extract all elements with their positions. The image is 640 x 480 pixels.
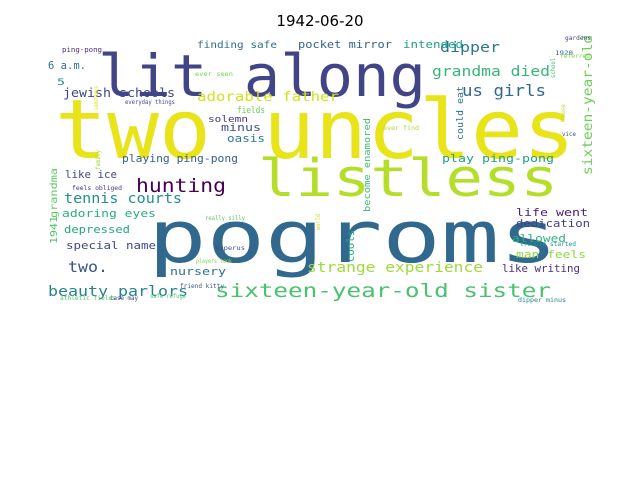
cloud-word-case-may: case may [110, 295, 138, 302]
cloud-word-friend-kitty: friend kitty [180, 283, 224, 290]
cloud-word-house: house [560, 104, 567, 122]
cloud-word-6-a-m: 6 a.m. [48, 59, 86, 72]
cloud-word-special-name: special name [66, 239, 156, 252]
cloud-word-athletic-fields: athletic fields [60, 295, 116, 302]
cloud-word-life-went: life went [516, 206, 588, 219]
chart-title: 1942-06-20 [276, 12, 364, 30]
cloud-word-minus: minus [221, 121, 261, 134]
cloud-word-jewish-schools: jewish schools [63, 86, 175, 100]
cloud-word-nursery: nursery [170, 265, 226, 278]
cloud-word-dipper-minus: dipper minus [518, 297, 566, 304]
cloud-word-strange-experience: strange experience [307, 260, 483, 276]
cloud-word-sixteen-year-old: sixteen-year-old [581, 35, 596, 175]
cloud-word-trouble-started: trouble started [520, 241, 576, 248]
cloud-word-two: two. [68, 258, 108, 276]
cloud-word-like-writing: like writing [502, 262, 580, 275]
cloud-word-lit-along: lit along [98, 42, 426, 110]
cloud-word-adoring-eyes: adoring eyes [62, 207, 156, 220]
cloud-word-gardens: gardens [565, 35, 591, 42]
cloud-word-become-enamored: become enamored [363, 118, 373, 212]
cloud-word-players-took: players took [196, 258, 232, 265]
cloud-word-everyday-things: everyday things [125, 99, 175, 106]
cloud-word-finding-safe: finding safe [197, 40, 277, 51]
cloud-word-like-ice: like ice [65, 168, 117, 181]
cloud-word-play-ping-pong: play ping-pong [442, 152, 554, 165]
cloud-word-grandma: grandma [49, 168, 60, 218]
cloud-word-5: 5 [57, 78, 65, 88]
cloud-word-man-feels: man feels [516, 248, 586, 261]
cloud-word-world: world [315, 214, 322, 230]
cloud-word-two-uncles: two uncles [55, 83, 575, 178]
cloud-word-really-silly: really silly [205, 215, 245, 222]
cloud-word-pocket-mirror: pocket mirror [298, 38, 392, 51]
cloud-word-school: school [550, 58, 557, 78]
cloud-word-allowed: allowed [512, 232, 566, 245]
cloud-word-depressed: depressed [64, 223, 130, 236]
cloud-word-intended: intended [403, 38, 463, 51]
cloud-word-hunting: hunting [136, 175, 226, 197]
cloud-word-playing-ping-pong: playing ping-pong [122, 152, 238, 165]
cloud-word-referred: referred [560, 53, 590, 60]
cloud-word-pogroms: pogroms [148, 195, 558, 279]
cloud-word-listless: listless [258, 149, 558, 209]
cloud-word-ever-find: ever find [383, 125, 419, 132]
cloud-word-grandma-died: grandma died [432, 64, 550, 80]
cloud-word-oasis: oasis [227, 132, 265, 145]
cloud-word-1941: 1941 [49, 216, 60, 244]
cloud-word-family: family [95, 150, 102, 170]
cloud-word-sometimes: sometimes [93, 86, 100, 110]
cloud-word-feels-obliged: feels obliged [72, 185, 122, 192]
cloud-word-tennis-courts: tennis courts [64, 191, 182, 207]
cloud-word-kuperus: kuperus [215, 245, 245, 252]
cloud-word-safe-refuge: safe refuge [150, 293, 186, 300]
cloud-word-cools: cools [346, 230, 357, 262]
cloud-word-1920: 1920 [555, 50, 573, 57]
cloud-word-dedication: dedication [516, 217, 590, 230]
cloud-word-sixteen-year-old-sister: sixteen-year-old sister [215, 280, 551, 302]
cloud-word-ever-seen: ever seen [195, 71, 233, 78]
cloud-word-vice: vice [562, 131, 576, 138]
cloud-word-ping-pong: ping-pong [62, 46, 102, 54]
cloud-word-adorable-father: adorable father [197, 90, 339, 105]
cloud-word-could-eat: could eat [456, 86, 466, 140]
cloud-word-fields: fields [237, 106, 265, 116]
cloud-word-us-girls: us girls [462, 81, 546, 100]
cloud-word-solemn: solemn [208, 115, 248, 125]
cloud-word-beauty-parlors: beauty parlors [48, 284, 188, 300]
cloud-word-dipper: dipper [440, 40, 500, 56]
